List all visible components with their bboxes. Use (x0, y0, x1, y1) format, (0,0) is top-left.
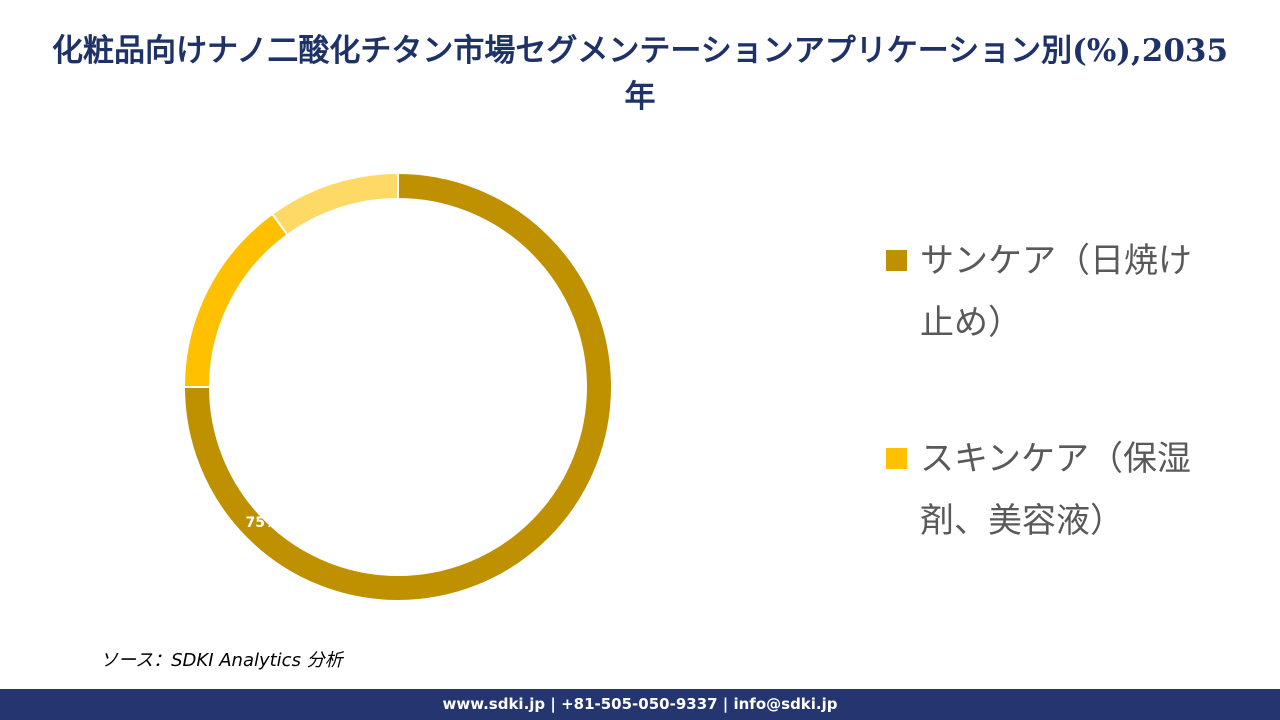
chart-title: 化粧品向けナノ二酸化チタン市場セグメンテーションアプリケーション別(%),203… (51, 33, 1229, 115)
legend-label: スキンケア（保湿剤、美容液） (920, 439, 1191, 541)
legend-item: サンケア（日焼け止め） (886, 230, 1210, 354)
legend-label: サンケア（日焼け止め） (920, 241, 1192, 343)
donut-segment (182, 171, 613, 602)
footer: www.sdki.jp | +81-505-050-9337 | info@sd… (0, 689, 1280, 720)
source: ソース：SDKI Analytics 分析 (100, 650, 343, 671)
data-label: 75% (245, 515, 279, 531)
legend-swatch (886, 250, 907, 271)
chart: 75% (182, 171, 613, 602)
legend-swatch (886, 448, 907, 469)
donut-segment (182, 212, 289, 388)
legend-item: スキンケア（保湿剤、美容液） (886, 428, 1210, 552)
donut-segment (270, 171, 399, 237)
